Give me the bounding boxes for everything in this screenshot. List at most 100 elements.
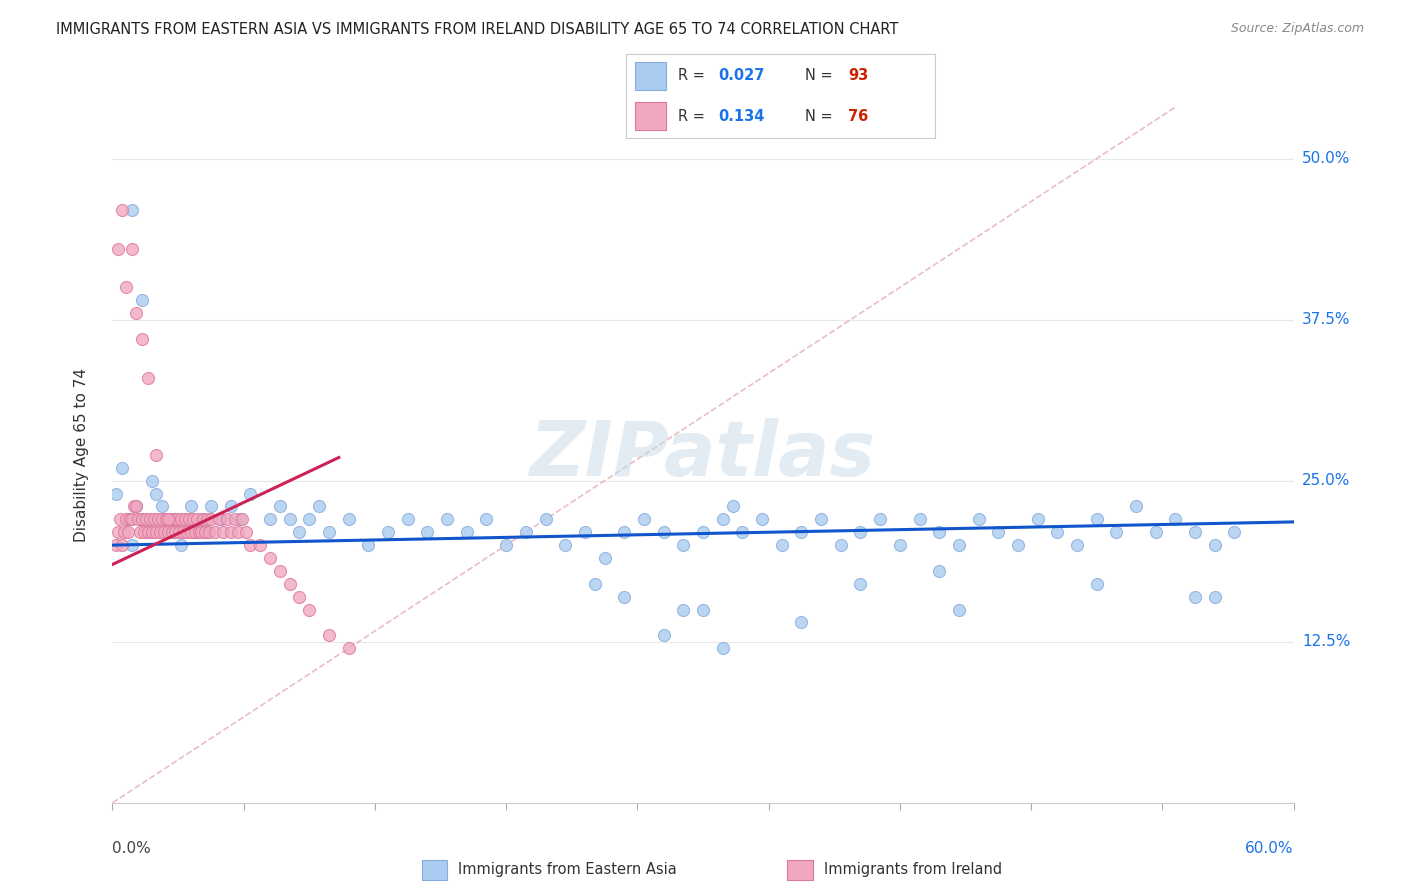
Point xyxy=(190,512,212,526)
Point xyxy=(711,512,734,526)
Point xyxy=(219,500,242,514)
Bar xyxy=(636,102,666,130)
Point xyxy=(574,525,596,540)
Point xyxy=(149,525,172,540)
Point xyxy=(204,525,226,540)
Point xyxy=(129,525,152,540)
Y-axis label: Disability Age 65 to 74: Disability Age 65 to 74 xyxy=(75,368,89,542)
Point xyxy=(235,525,257,540)
Point xyxy=(141,474,163,488)
Text: 93: 93 xyxy=(848,68,869,83)
Text: 0.0%: 0.0% xyxy=(112,841,152,856)
Point xyxy=(110,512,132,526)
Point xyxy=(987,525,1010,540)
Point xyxy=(633,512,655,526)
Point xyxy=(184,525,207,540)
Point xyxy=(156,512,179,526)
Text: 37.5%: 37.5% xyxy=(1302,312,1350,327)
Point xyxy=(337,512,360,526)
Point xyxy=(229,512,252,526)
Point xyxy=(208,512,231,526)
Point xyxy=(830,538,852,552)
Point xyxy=(751,512,773,526)
Point xyxy=(111,460,134,475)
Point xyxy=(613,525,636,540)
Point xyxy=(810,512,832,526)
Point xyxy=(115,512,138,526)
Text: N =: N = xyxy=(806,109,838,124)
Point xyxy=(174,512,197,526)
Point xyxy=(318,628,340,642)
Point xyxy=(770,538,793,552)
Point xyxy=(131,512,153,526)
Point xyxy=(554,538,576,552)
Point xyxy=(122,500,145,514)
Point xyxy=(613,590,636,604)
Point xyxy=(475,512,498,526)
Point xyxy=(155,512,177,526)
Point xyxy=(172,525,194,540)
Point xyxy=(186,512,208,526)
Point xyxy=(111,538,134,552)
Point xyxy=(121,242,143,256)
Point xyxy=(948,602,970,616)
Point xyxy=(652,525,675,540)
Point xyxy=(135,512,157,526)
Point xyxy=(1085,576,1108,591)
Point xyxy=(672,602,695,616)
Point xyxy=(269,564,291,578)
Point xyxy=(195,525,218,540)
Point xyxy=(228,525,250,540)
Point xyxy=(156,512,179,526)
Point xyxy=(180,500,202,514)
Point xyxy=(117,512,139,526)
Text: Source: ZipAtlas.com: Source: ZipAtlas.com xyxy=(1230,22,1364,36)
Point xyxy=(146,512,169,526)
Point xyxy=(215,512,238,526)
Point xyxy=(849,525,872,540)
Point xyxy=(692,525,714,540)
Point xyxy=(190,525,212,540)
Point xyxy=(150,512,173,526)
Text: 76: 76 xyxy=(848,109,869,124)
Point xyxy=(1085,512,1108,526)
Point xyxy=(115,280,138,294)
Point xyxy=(184,525,207,540)
Point xyxy=(156,525,179,540)
Point xyxy=(1066,538,1088,552)
Point xyxy=(145,448,167,462)
Point xyxy=(131,512,153,526)
Point xyxy=(790,525,813,540)
Point xyxy=(269,500,291,514)
Text: 0.027: 0.027 xyxy=(718,68,765,83)
Text: Immigrants from Eastern Asia: Immigrants from Eastern Asia xyxy=(458,863,678,877)
Point xyxy=(1144,525,1167,540)
Point xyxy=(121,203,143,218)
Point xyxy=(132,525,155,540)
Text: 12.5%: 12.5% xyxy=(1302,634,1350,649)
Point xyxy=(239,538,262,552)
Point xyxy=(849,576,872,591)
Bar xyxy=(636,62,666,90)
Point xyxy=(107,525,129,540)
Point xyxy=(145,525,167,540)
Point xyxy=(176,525,198,540)
Point xyxy=(731,525,754,540)
Point xyxy=(318,525,340,540)
Point xyxy=(165,525,187,540)
Point xyxy=(790,615,813,630)
Point xyxy=(170,512,193,526)
Text: R =: R = xyxy=(678,68,710,83)
Point xyxy=(191,512,214,526)
Text: 50.0%: 50.0% xyxy=(1302,151,1350,166)
Point xyxy=(188,525,211,540)
Point xyxy=(111,203,134,218)
Point xyxy=(219,525,242,540)
Point xyxy=(721,500,744,514)
Point xyxy=(534,512,557,526)
Point xyxy=(278,576,301,591)
Point xyxy=(159,512,181,526)
Point xyxy=(194,525,217,540)
Point xyxy=(121,512,143,526)
Point xyxy=(105,538,128,552)
